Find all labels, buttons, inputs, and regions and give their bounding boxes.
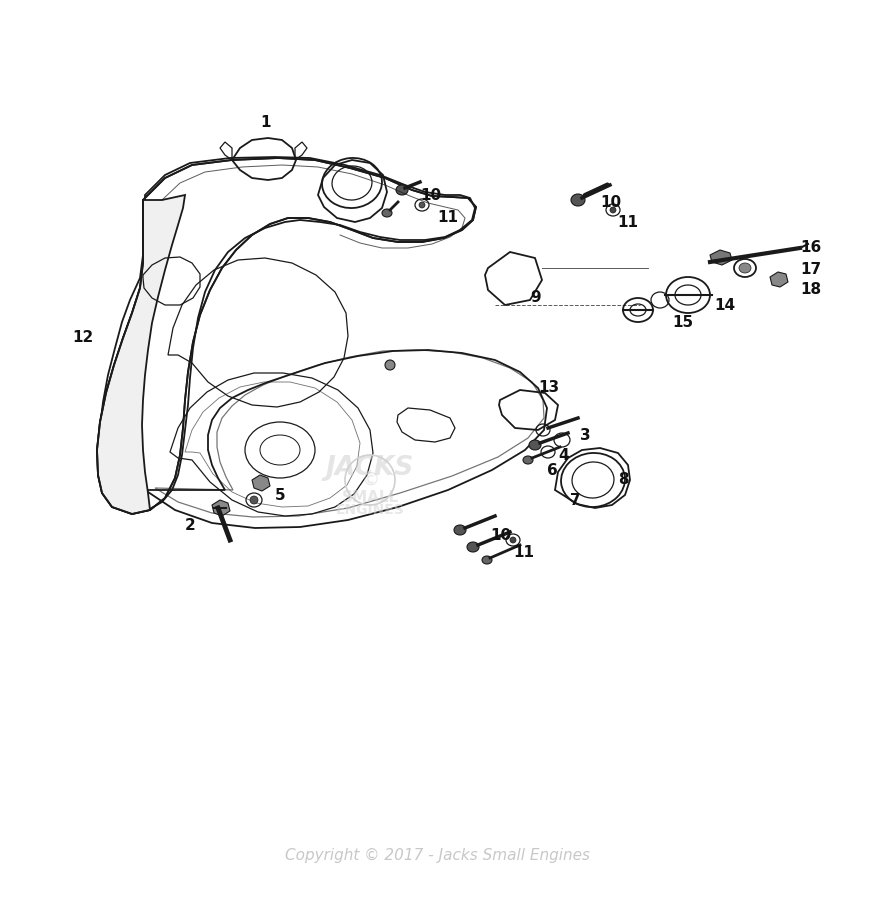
Text: 3: 3 [580,428,591,443]
Text: 6: 6 [547,463,557,478]
Ellipse shape [529,440,541,450]
Text: 12: 12 [72,330,94,345]
Text: Copyright © 2017 - Jacks Small Engines: Copyright © 2017 - Jacks Small Engines [285,847,590,863]
Text: ©: © [361,471,379,489]
Ellipse shape [610,207,616,213]
Text: SMALL: SMALL [341,490,399,504]
Text: JACKS: JACKS [326,455,414,481]
Ellipse shape [467,542,479,552]
Text: 5: 5 [275,488,285,503]
Ellipse shape [482,556,492,564]
Polygon shape [97,195,185,514]
Ellipse shape [250,496,258,504]
Ellipse shape [454,525,466,535]
Text: 11: 11 [513,545,534,560]
Text: 15: 15 [672,315,693,330]
Text: 10: 10 [490,528,511,543]
Text: 8: 8 [618,472,628,487]
Polygon shape [770,272,788,287]
Ellipse shape [510,537,516,543]
Ellipse shape [385,360,395,370]
Text: 11: 11 [617,215,638,230]
Text: 14: 14 [714,298,735,313]
Text: 9: 9 [530,290,541,305]
Ellipse shape [396,185,408,195]
Text: 13: 13 [538,380,559,395]
Text: 11: 11 [437,210,458,225]
Text: 18: 18 [800,282,821,297]
Ellipse shape [523,456,533,464]
Polygon shape [212,500,230,516]
Ellipse shape [571,194,585,206]
Ellipse shape [739,263,751,273]
Ellipse shape [419,202,425,208]
Text: 7: 7 [570,493,581,508]
Text: 10: 10 [420,188,441,203]
Text: 4: 4 [558,448,569,463]
Text: 2: 2 [185,518,196,533]
Text: 16: 16 [800,240,822,255]
Polygon shape [710,250,732,265]
Polygon shape [252,475,270,491]
Text: 1: 1 [260,115,270,130]
Text: 17: 17 [800,262,821,277]
Text: 10: 10 [600,195,621,210]
Text: ENGINES: ENGINES [336,503,404,517]
Ellipse shape [382,209,392,217]
